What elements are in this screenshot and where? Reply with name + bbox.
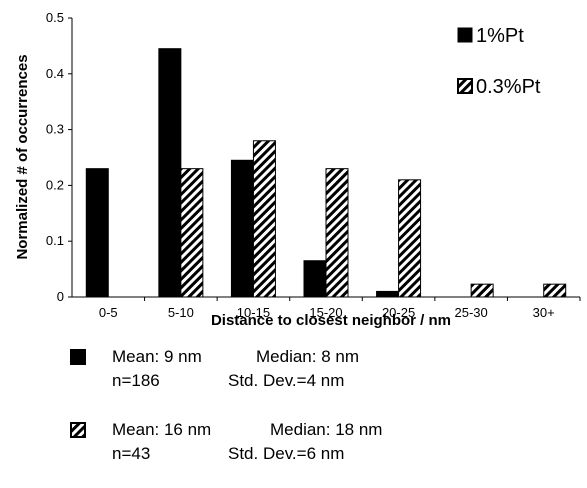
- y-tick-label: 0: [57, 289, 64, 304]
- plot-area: 0 0.1 0.2 0.3 0.4 0.5 0-5 5-10 10-15 15-20 20-25 25…: [46, 10, 581, 320]
- y-tick-label: 0.1: [46, 233, 64, 248]
- x-tick-label: 15-20: [309, 305, 342, 320]
- bar-03pt: [470, 283, 494, 298]
- y-tick-label: 0.4: [46, 66, 64, 81]
- x-tick-label: 0-5: [99, 305, 118, 320]
- y-tick-label: 0.5: [46, 10, 64, 25]
- legend-swatch-03pt: [457, 78, 473, 94]
- x-tick-label: 10-15: [237, 305, 270, 320]
- legend-label: 0.3%Pt: [476, 76, 541, 98]
- y-tick-label: 0.2: [46, 177, 64, 192]
- x-tick-label: 20-25: [382, 305, 415, 320]
- bar-1pt: [230, 159, 254, 298]
- y-axis-title: Normalized # of occurrences: [14, 54, 31, 259]
- bar-03pt: [252, 140, 276, 298]
- bar-03pt: [180, 168, 204, 298]
- legend-swatch-1pt: [457, 27, 473, 43]
- x-tick-label: 5-10: [168, 305, 194, 320]
- x-tick-label: 25-30: [455, 305, 488, 320]
- x-axis-title: Distance to closest neighbor / nm: [211, 312, 451, 329]
- y-tick-label: 0.3: [46, 122, 64, 137]
- bar-1pt: [303, 260, 327, 298]
- x-tick-label: 30+: [533, 305, 555, 320]
- bar-03pt: [543, 283, 567, 298]
- legend-label: 1%Pt: [476, 25, 524, 47]
- bar-1pt: [85, 168, 109, 298]
- bar-1pt: [158, 48, 182, 298]
- bar-1pt: [376, 290, 400, 298]
- bar-03pt: [398, 179, 422, 298]
- bar-03pt: [325, 168, 349, 298]
